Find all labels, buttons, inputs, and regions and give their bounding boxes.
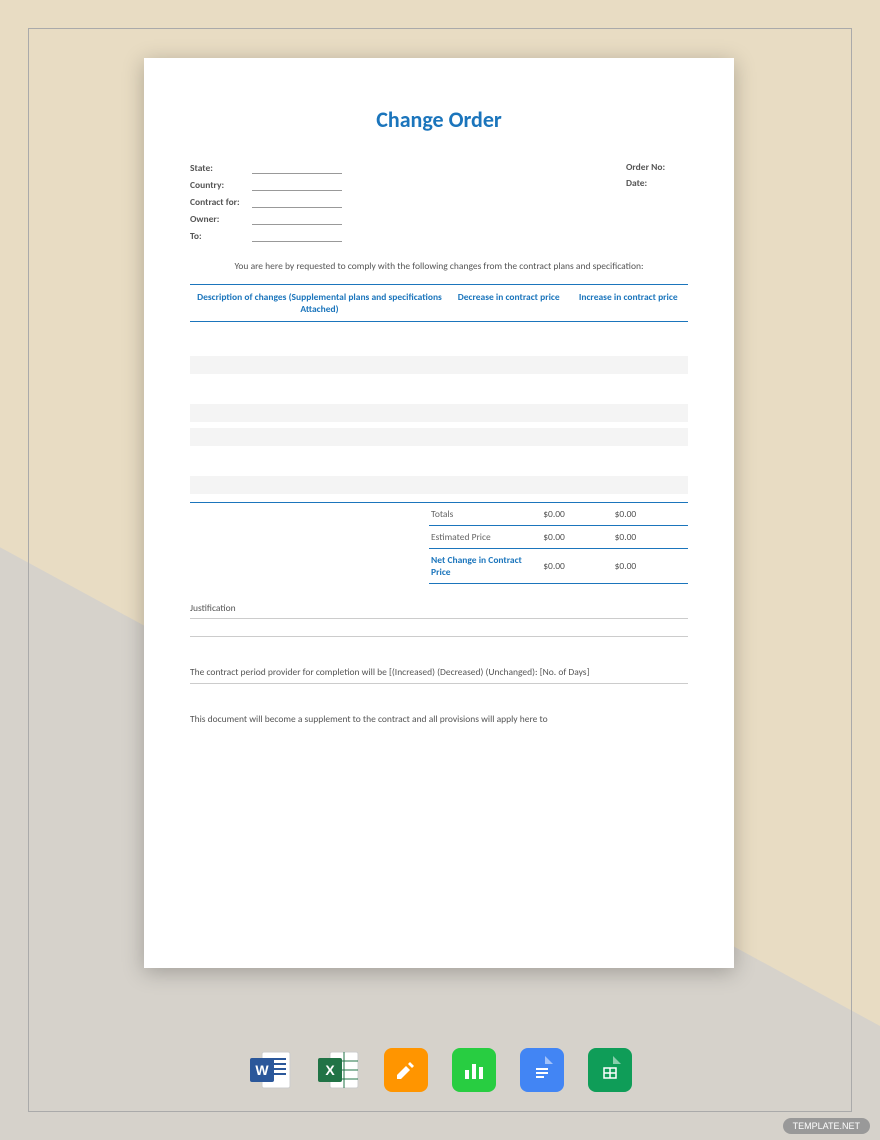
table-header-description: Description of changes (Supplemental pla… (190, 291, 449, 315)
table-body (190, 332, 688, 494)
table-row (190, 380, 688, 398)
field-label: To: (190, 230, 252, 242)
field-date: Date: (626, 177, 688, 189)
field-contract-for: Contract for: (190, 195, 342, 208)
left-field-group: State: Country: Contract for: Owner: To: (190, 161, 342, 246)
footer-line-1: The contract period provider for complet… (190, 665, 688, 684)
svg-text:X: X (325, 1062, 335, 1078)
totals-value-decrease: $0.00 (543, 531, 614, 543)
field-label: Order No: (626, 161, 688, 173)
table-row (190, 356, 688, 374)
field-owner: Owner: (190, 212, 342, 225)
table-row (190, 476, 688, 494)
svg-text:W: W (255, 1062, 269, 1078)
field-underline (252, 178, 342, 191)
totals-row: Totals $0.00 $0.00 (429, 503, 688, 526)
field-label: Country: (190, 179, 252, 191)
app-icons-row: W X (0, 1048, 880, 1092)
justification-label: Justification (190, 602, 688, 619)
gsheets-icon[interactable] (588, 1048, 632, 1092)
table-row (190, 332, 688, 350)
field-to: To: (190, 229, 342, 242)
field-country: Country: (190, 178, 342, 191)
totals-value-decrease: $0.00 (543, 560, 614, 572)
field-order-no: Order No: (626, 161, 688, 173)
totals-value-increase: $0.00 (615, 508, 686, 520)
document-title: Change Order (190, 106, 688, 133)
footer-line-2: This document will become a supplement t… (190, 712, 688, 730)
estimated-row: Estimated Price $0.00 $0.00 (429, 526, 688, 549)
gdocs-icon[interactable] (520, 1048, 564, 1092)
field-underline (252, 161, 342, 174)
totals-value-decrease: $0.00 (543, 508, 614, 520)
watermark-badge: TEMPLATE.NET (783, 1118, 870, 1134)
pages-icon[interactable] (384, 1048, 428, 1092)
field-underline (252, 229, 342, 242)
table-header-increase: Increase in contract price (568, 291, 688, 315)
net-change-row: Net Change in Contract Price $0.00 $0.00 (429, 549, 688, 584)
field-label: Date: (626, 177, 688, 189)
totals-label: Totals (431, 508, 543, 520)
right-field-group: Order No: Date: (626, 161, 688, 246)
numbers-icon[interactable] (452, 1048, 496, 1092)
table-row (190, 404, 688, 422)
totals-label: Net Change in Contract Price (431, 554, 543, 578)
totals-label: Estimated Price (431, 531, 543, 543)
header-fields: State: Country: Contract for: Owner: To: (190, 161, 688, 246)
field-label: Contract for: (190, 196, 252, 208)
table-row (190, 452, 688, 470)
field-underline (252, 195, 342, 208)
field-label: State: (190, 162, 252, 174)
table-header-row: Description of changes (Supplemental pla… (190, 284, 688, 322)
totals-block: Totals $0.00 $0.00 Estimated Price $0.00… (190, 502, 688, 584)
table-row (190, 428, 688, 446)
intro-text: You are here by requested to comply with… (190, 260, 688, 272)
table-header-decrease: Decrease in contract price (449, 291, 569, 315)
excel-icon[interactable]: X (316, 1048, 360, 1092)
field-state: State: (190, 161, 342, 174)
justification-line (190, 619, 688, 637)
document-page: Change Order State: Country: Contract fo… (144, 58, 734, 968)
word-icon[interactable]: W (248, 1048, 292, 1092)
field-label: Owner: (190, 213, 252, 225)
totals-table: Totals $0.00 $0.00 Estimated Price $0.00… (429, 503, 688, 584)
totals-value-increase: $0.00 (615, 560, 686, 572)
totals-value-increase: $0.00 (615, 531, 686, 543)
field-underline (252, 212, 342, 225)
